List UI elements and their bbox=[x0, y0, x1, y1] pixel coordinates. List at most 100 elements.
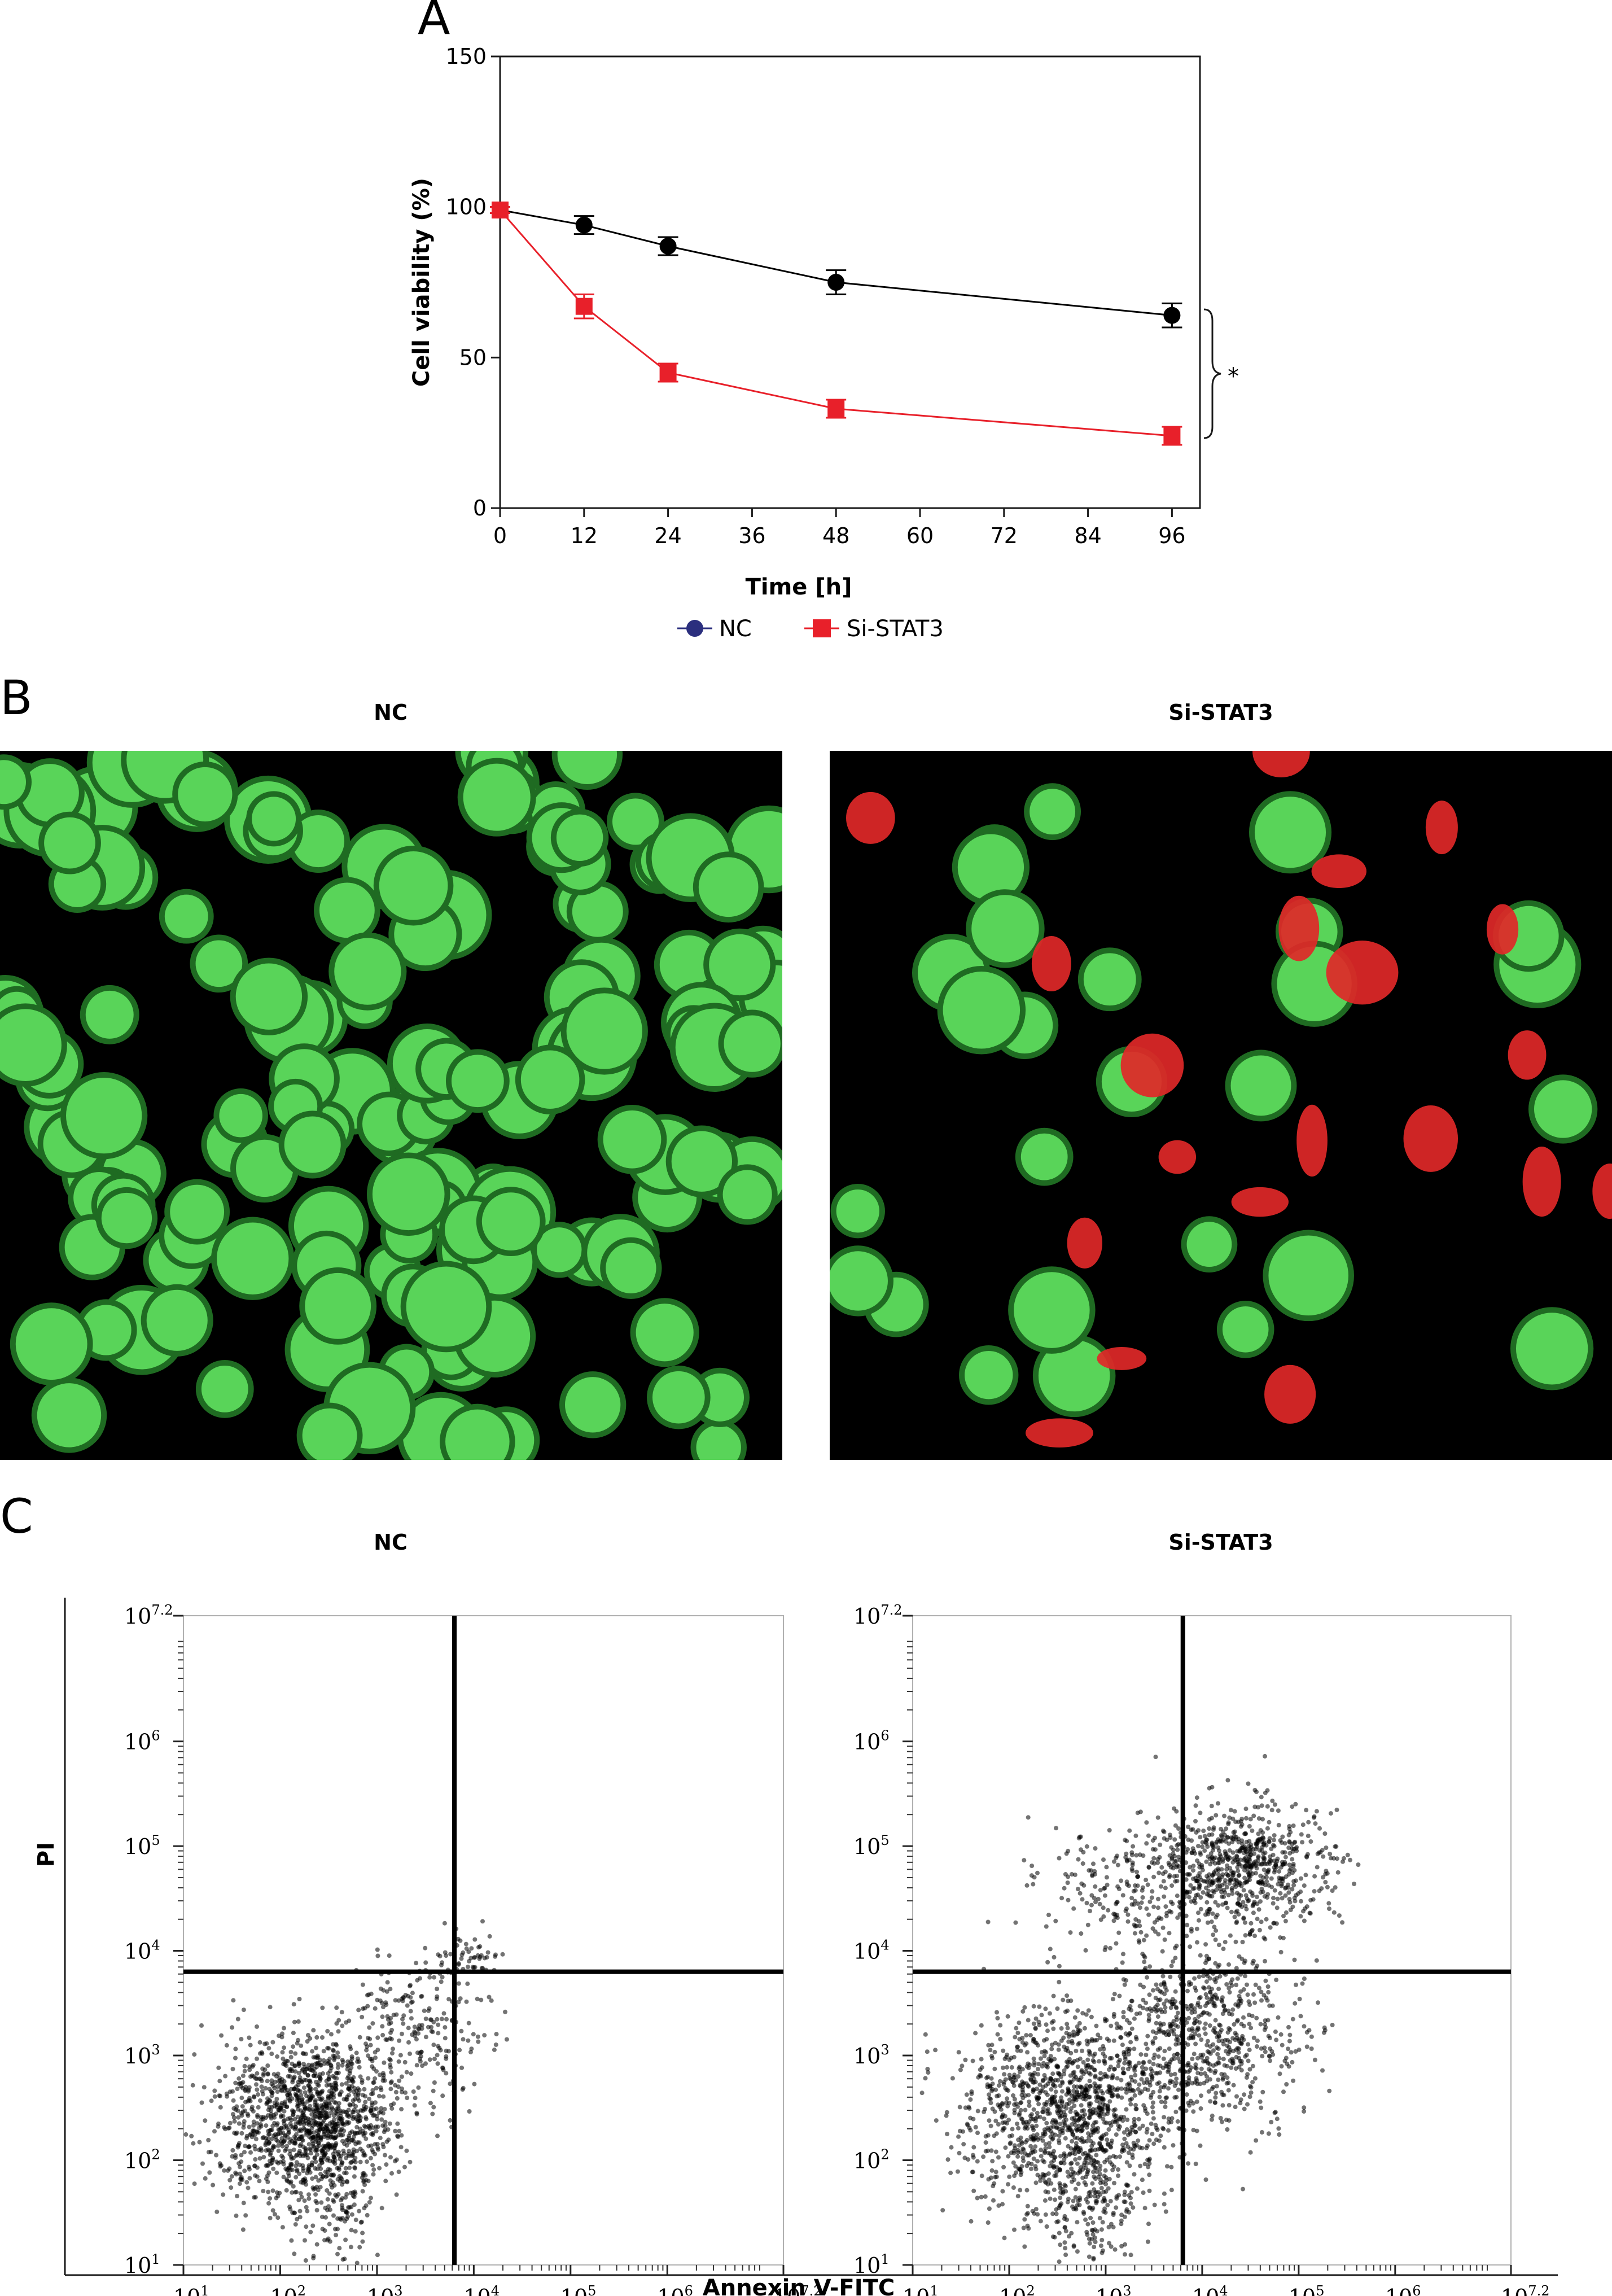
event-dot bbox=[1233, 2002, 1238, 2007]
event-dot bbox=[322, 2154, 327, 2159]
event-dot bbox=[428, 2101, 433, 2106]
event-dot bbox=[378, 2085, 383, 2090]
event-dot bbox=[1088, 2149, 1093, 2153]
event-dot bbox=[1204, 2043, 1210, 2048]
event-dot bbox=[1227, 1815, 1232, 1820]
event-dot bbox=[1239, 2059, 1244, 2064]
legend-label-nc: NC bbox=[719, 616, 752, 642]
event-dot bbox=[1251, 1910, 1256, 1915]
event-dot bbox=[373, 2006, 378, 2011]
event-dot bbox=[1129, 2008, 1134, 2013]
event-dot bbox=[326, 2204, 331, 2209]
event-dot bbox=[290, 2068, 295, 2074]
event-dot bbox=[1057, 1979, 1062, 1984]
event-dot bbox=[1163, 2104, 1168, 2109]
event-dot bbox=[334, 2021, 339, 2026]
event-dot bbox=[1193, 2162, 1198, 2166]
event-dot bbox=[1155, 2014, 1160, 2019]
event-dot bbox=[996, 2083, 1001, 2088]
event-dot bbox=[260, 2136, 265, 2141]
event-dot bbox=[1141, 2080, 1146, 2085]
event-dots bbox=[183, 1919, 509, 2265]
event-dot bbox=[402, 2164, 407, 2170]
event-dot bbox=[1145, 2239, 1150, 2244]
event-dot bbox=[1141, 2103, 1146, 2108]
event-dot bbox=[301, 2085, 306, 2091]
event-dot bbox=[1277, 2071, 1282, 2076]
event-dot bbox=[1173, 1858, 1179, 1864]
event-dot bbox=[950, 2076, 955, 2081]
event-dot bbox=[275, 2089, 280, 2094]
data-point-si-stat3 bbox=[827, 400, 845, 417]
event-dot bbox=[1274, 1978, 1279, 1983]
event-dot bbox=[1058, 2083, 1063, 2088]
event-dot bbox=[1226, 1962, 1231, 1967]
event-dot bbox=[472, 1937, 478, 1942]
event-dot bbox=[1286, 1890, 1291, 1895]
event-dot bbox=[1096, 2032, 1101, 2037]
event-dot bbox=[1254, 1866, 1259, 1871]
event-dot bbox=[1084, 2093, 1089, 2098]
event-dot bbox=[286, 2129, 291, 2135]
event-dot bbox=[1035, 2172, 1040, 2177]
event-dot bbox=[1129, 2125, 1134, 2130]
x-tick-label: 102 bbox=[270, 2283, 306, 2296]
event-dot bbox=[1012, 2097, 1017, 2102]
event-dot bbox=[1232, 2022, 1237, 2027]
event-dot bbox=[1308, 1839, 1313, 1844]
event-dot bbox=[1047, 2111, 1052, 2116]
event-dot bbox=[1204, 1838, 1208, 1842]
live-cell bbox=[965, 1350, 1013, 1400]
event-dot bbox=[414, 2063, 419, 2068]
event-dot bbox=[1074, 2128, 1079, 2133]
event-dot bbox=[1080, 2048, 1084, 2053]
event-dot bbox=[362, 2123, 367, 2128]
event-dot bbox=[300, 2096, 305, 2101]
event-dot bbox=[1193, 2032, 1198, 2037]
data-point-si-stat3 bbox=[1163, 427, 1181, 444]
event-dot bbox=[1224, 1982, 1229, 1987]
event-dot bbox=[1015, 2031, 1020, 2035]
event-dot bbox=[448, 2081, 453, 2087]
event-dot bbox=[1217, 1860, 1222, 1865]
event-dot bbox=[1259, 1919, 1264, 1925]
event-dot bbox=[408, 2159, 413, 2164]
event-dot bbox=[294, 2163, 299, 2168]
event-dot bbox=[231, 2115, 236, 2120]
event-dot bbox=[1241, 1987, 1246, 1992]
event-dot bbox=[1000, 2189, 1005, 2194]
event-dot bbox=[320, 2035, 325, 2040]
event-dot bbox=[305, 2171, 309, 2176]
event-dot bbox=[1201, 1829, 1206, 1833]
event-dot bbox=[1211, 2048, 1216, 2053]
event-dot bbox=[1026, 2093, 1031, 2098]
event-dot bbox=[339, 2203, 344, 2208]
event-dot bbox=[269, 2111, 274, 2116]
event-dot bbox=[260, 2089, 265, 2094]
event-dot bbox=[388, 2058, 393, 2063]
event-dot bbox=[1011, 2054, 1017, 2059]
event-dot bbox=[1136, 2138, 1141, 2143]
event-dot bbox=[1055, 2078, 1061, 2083]
event-dot bbox=[1248, 2150, 1253, 2155]
event-dot bbox=[1174, 2094, 1179, 2100]
event-dot bbox=[1017, 2070, 1022, 2075]
event-dot bbox=[1015, 2122, 1019, 2126]
event-dot bbox=[343, 2166, 348, 2171]
event-dot bbox=[324, 2079, 329, 2084]
event-dot bbox=[1150, 2132, 1155, 2137]
event-dot bbox=[393, 1998, 398, 2003]
event-dot bbox=[1033, 2144, 1038, 2149]
event-dot bbox=[1312, 2057, 1317, 2062]
event-dot bbox=[1094, 2098, 1099, 2103]
event-dot bbox=[340, 2116, 345, 2122]
event-dot bbox=[239, 2175, 244, 2180]
event-dot bbox=[1022, 2005, 1027, 2010]
event-dot bbox=[255, 2024, 259, 2029]
event-dot bbox=[1070, 2179, 1074, 2184]
event-dot bbox=[1206, 1985, 1211, 1990]
event-dot bbox=[1264, 1879, 1269, 1884]
event-dot bbox=[335, 2065, 340, 2070]
event-dot bbox=[327, 2082, 332, 2087]
event-dot bbox=[1146, 2221, 1151, 2227]
